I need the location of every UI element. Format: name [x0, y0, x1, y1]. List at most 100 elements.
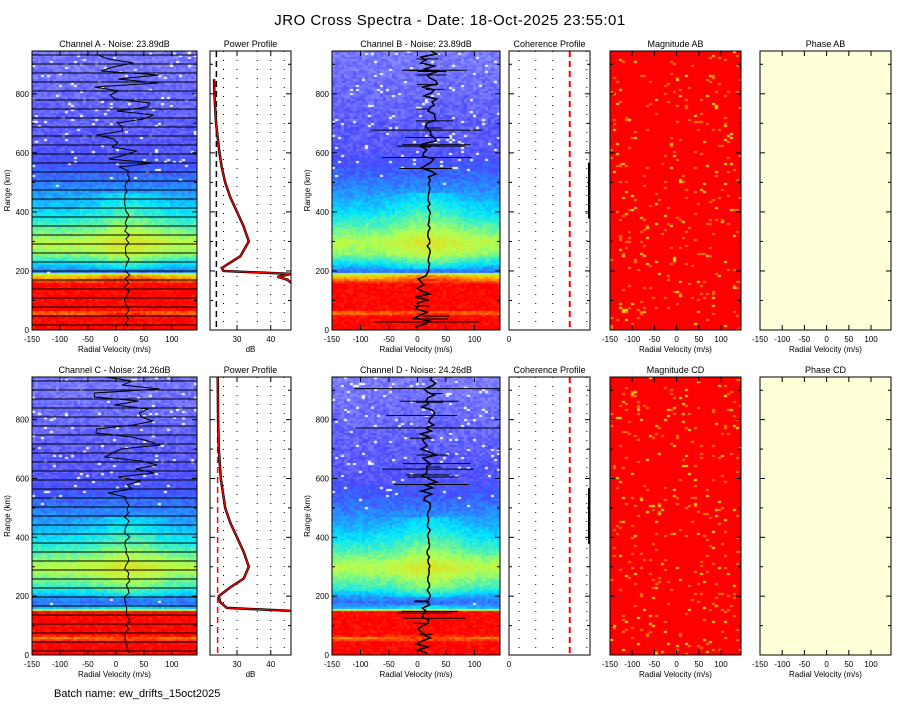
plot-frame: [609, 376, 742, 656]
panel-title: Channel A - Noise: 23.89dB: [59, 39, 170, 49]
plot-frame: [609, 50, 742, 331]
x-axis-label: dB: [246, 345, 256, 354]
plot-frame: [508, 50, 591, 331]
y-tick-label: 800: [316, 416, 330, 425]
doppler-profile-line: [93, 376, 160, 654]
y-tick-label: 600: [16, 474, 30, 483]
x-tick-label: 100: [714, 660, 728, 669]
x-axis-label: Radial Velocity (m/s): [789, 670, 862, 679]
x-tick-label: -100: [352, 335, 369, 344]
x-tick-label: 50: [139, 660, 148, 669]
coherence-bg: [509, 377, 590, 655]
plot-frame: [31, 50, 198, 331]
x-tick-label: 50: [694, 660, 703, 669]
y-axis-label: Range (km): [303, 495, 312, 537]
y-tick-label: 800: [316, 90, 330, 99]
y-tick-label: 200: [16, 267, 30, 276]
y-axis-label: Range (km): [3, 495, 12, 537]
magAB-heatmap: [610, 51, 741, 330]
x-tick-label: 0: [415, 660, 420, 669]
y-tick-label: 200: [316, 267, 330, 276]
x-tick-label: 0: [114, 335, 119, 344]
x-tick-label: -150: [602, 335, 619, 344]
panel-title: Power Profile: [224, 39, 278, 49]
phAB-heatmap: [760, 51, 891, 330]
x-tick-label: 0: [824, 660, 829, 669]
plot-frame: [209, 50, 292, 331]
x-tick-label: -150: [324, 335, 341, 344]
x-tick-label: -150: [752, 335, 769, 344]
y-tick-label: 400: [16, 208, 30, 217]
x-tick-label: -50: [649, 335, 661, 344]
power-profile-line: [217, 376, 292, 612]
y-axis-label: Range (km): [3, 169, 12, 211]
panel-title: Channel C - Noise: 24.26dB: [58, 365, 170, 375]
x-tick-label: 50: [844, 660, 853, 669]
y-tick-label: 400: [316, 208, 330, 217]
panel-title: Channel D - Noise: 24.26dB: [360, 365, 472, 375]
y-tick-label: 200: [16, 592, 30, 601]
x-tick-label: -100: [52, 335, 69, 344]
x-axis-label: Radial Velocity (m/s): [639, 345, 712, 354]
x-tick-label: 100: [714, 335, 728, 344]
profile-bg: [210, 377, 291, 655]
x-tick-label: -150: [324, 660, 341, 669]
panel-title: Channel B - Noise: 23.89dB: [360, 39, 472, 49]
power-profile-line: [213, 79, 292, 284]
x-tick-label: 50: [844, 335, 853, 344]
y-tick-label: 800: [16, 416, 30, 425]
x-tick-label: 100: [864, 335, 878, 344]
x-tick-label: 0: [507, 335, 512, 344]
panel-title: Power Profile: [224, 365, 278, 375]
x-tick-label: 0: [415, 335, 420, 344]
panel-title: Phase AB: [806, 39, 846, 49]
x-tick-label: 50: [441, 660, 450, 669]
x-tick-label: 30: [233, 660, 242, 669]
chD-heatmap: [332, 377, 500, 655]
x-tick-label: 0: [824, 335, 829, 344]
x-tick-label: 100: [165, 660, 179, 669]
x-tick-label: -50: [799, 660, 811, 669]
plot-frame: [508, 376, 591, 656]
x-axis-label: dB: [246, 670, 256, 679]
x-tick-label: -50: [82, 335, 94, 344]
x-tick-label: 100: [468, 335, 482, 344]
phCD-heatmap: [760, 377, 891, 655]
y-tick-label: 400: [316, 533, 330, 542]
x-tick-label: -100: [774, 335, 791, 344]
y-tick-label: 600: [316, 474, 330, 483]
y-tick-label: 600: [316, 149, 330, 158]
batch-name: Batch name: ew_drifts_15oct2025: [54, 688, 221, 700]
x-tick-label: 100: [165, 335, 179, 344]
plot-frame: [31, 376, 198, 656]
x-tick-label: 30: [233, 335, 242, 344]
y-tick-label: 0: [25, 326, 30, 335]
x-tick-label: -150: [24, 335, 41, 344]
panel-title: Magnitude AB: [647, 39, 703, 49]
x-axis-label: Radial Velocity (m/s): [639, 670, 712, 679]
x-tick-label: 100: [864, 660, 878, 669]
x-axis-label: Radial Velocity (m/s): [380, 670, 453, 679]
x-axis-label: Radial Velocity (m/s): [78, 670, 151, 679]
panel-title: Phase CD: [805, 365, 847, 375]
x-tick-label: -100: [624, 660, 641, 669]
x-tick-label: -100: [624, 335, 641, 344]
y-tick-label: 0: [325, 651, 330, 660]
x-tick-label: -100: [774, 660, 791, 669]
x-tick-label: 40: [266, 335, 275, 344]
x-tick-label: -150: [24, 660, 41, 669]
x-axis-label: Radial Velocity (m/s): [789, 345, 862, 354]
y-tick-label: 400: [16, 533, 30, 542]
x-tick-label: -150: [602, 660, 619, 669]
panel-title: Magnitude CD: [647, 365, 705, 375]
y-tick-label: 600: [16, 149, 30, 158]
panel-title: Coherence Profile: [513, 365, 585, 375]
figure-title: JRO Cross Spectra - Date: 18-Oct-2025 23…: [274, 12, 626, 29]
x-tick-label: -50: [649, 660, 661, 669]
doppler-profile-line: [412, 50, 440, 328]
x-tick-label: -50: [82, 660, 94, 669]
chB-heatmap: [332, 51, 500, 330]
y-tick-label: 0: [25, 651, 30, 660]
plot-frame: [759, 376, 892, 656]
